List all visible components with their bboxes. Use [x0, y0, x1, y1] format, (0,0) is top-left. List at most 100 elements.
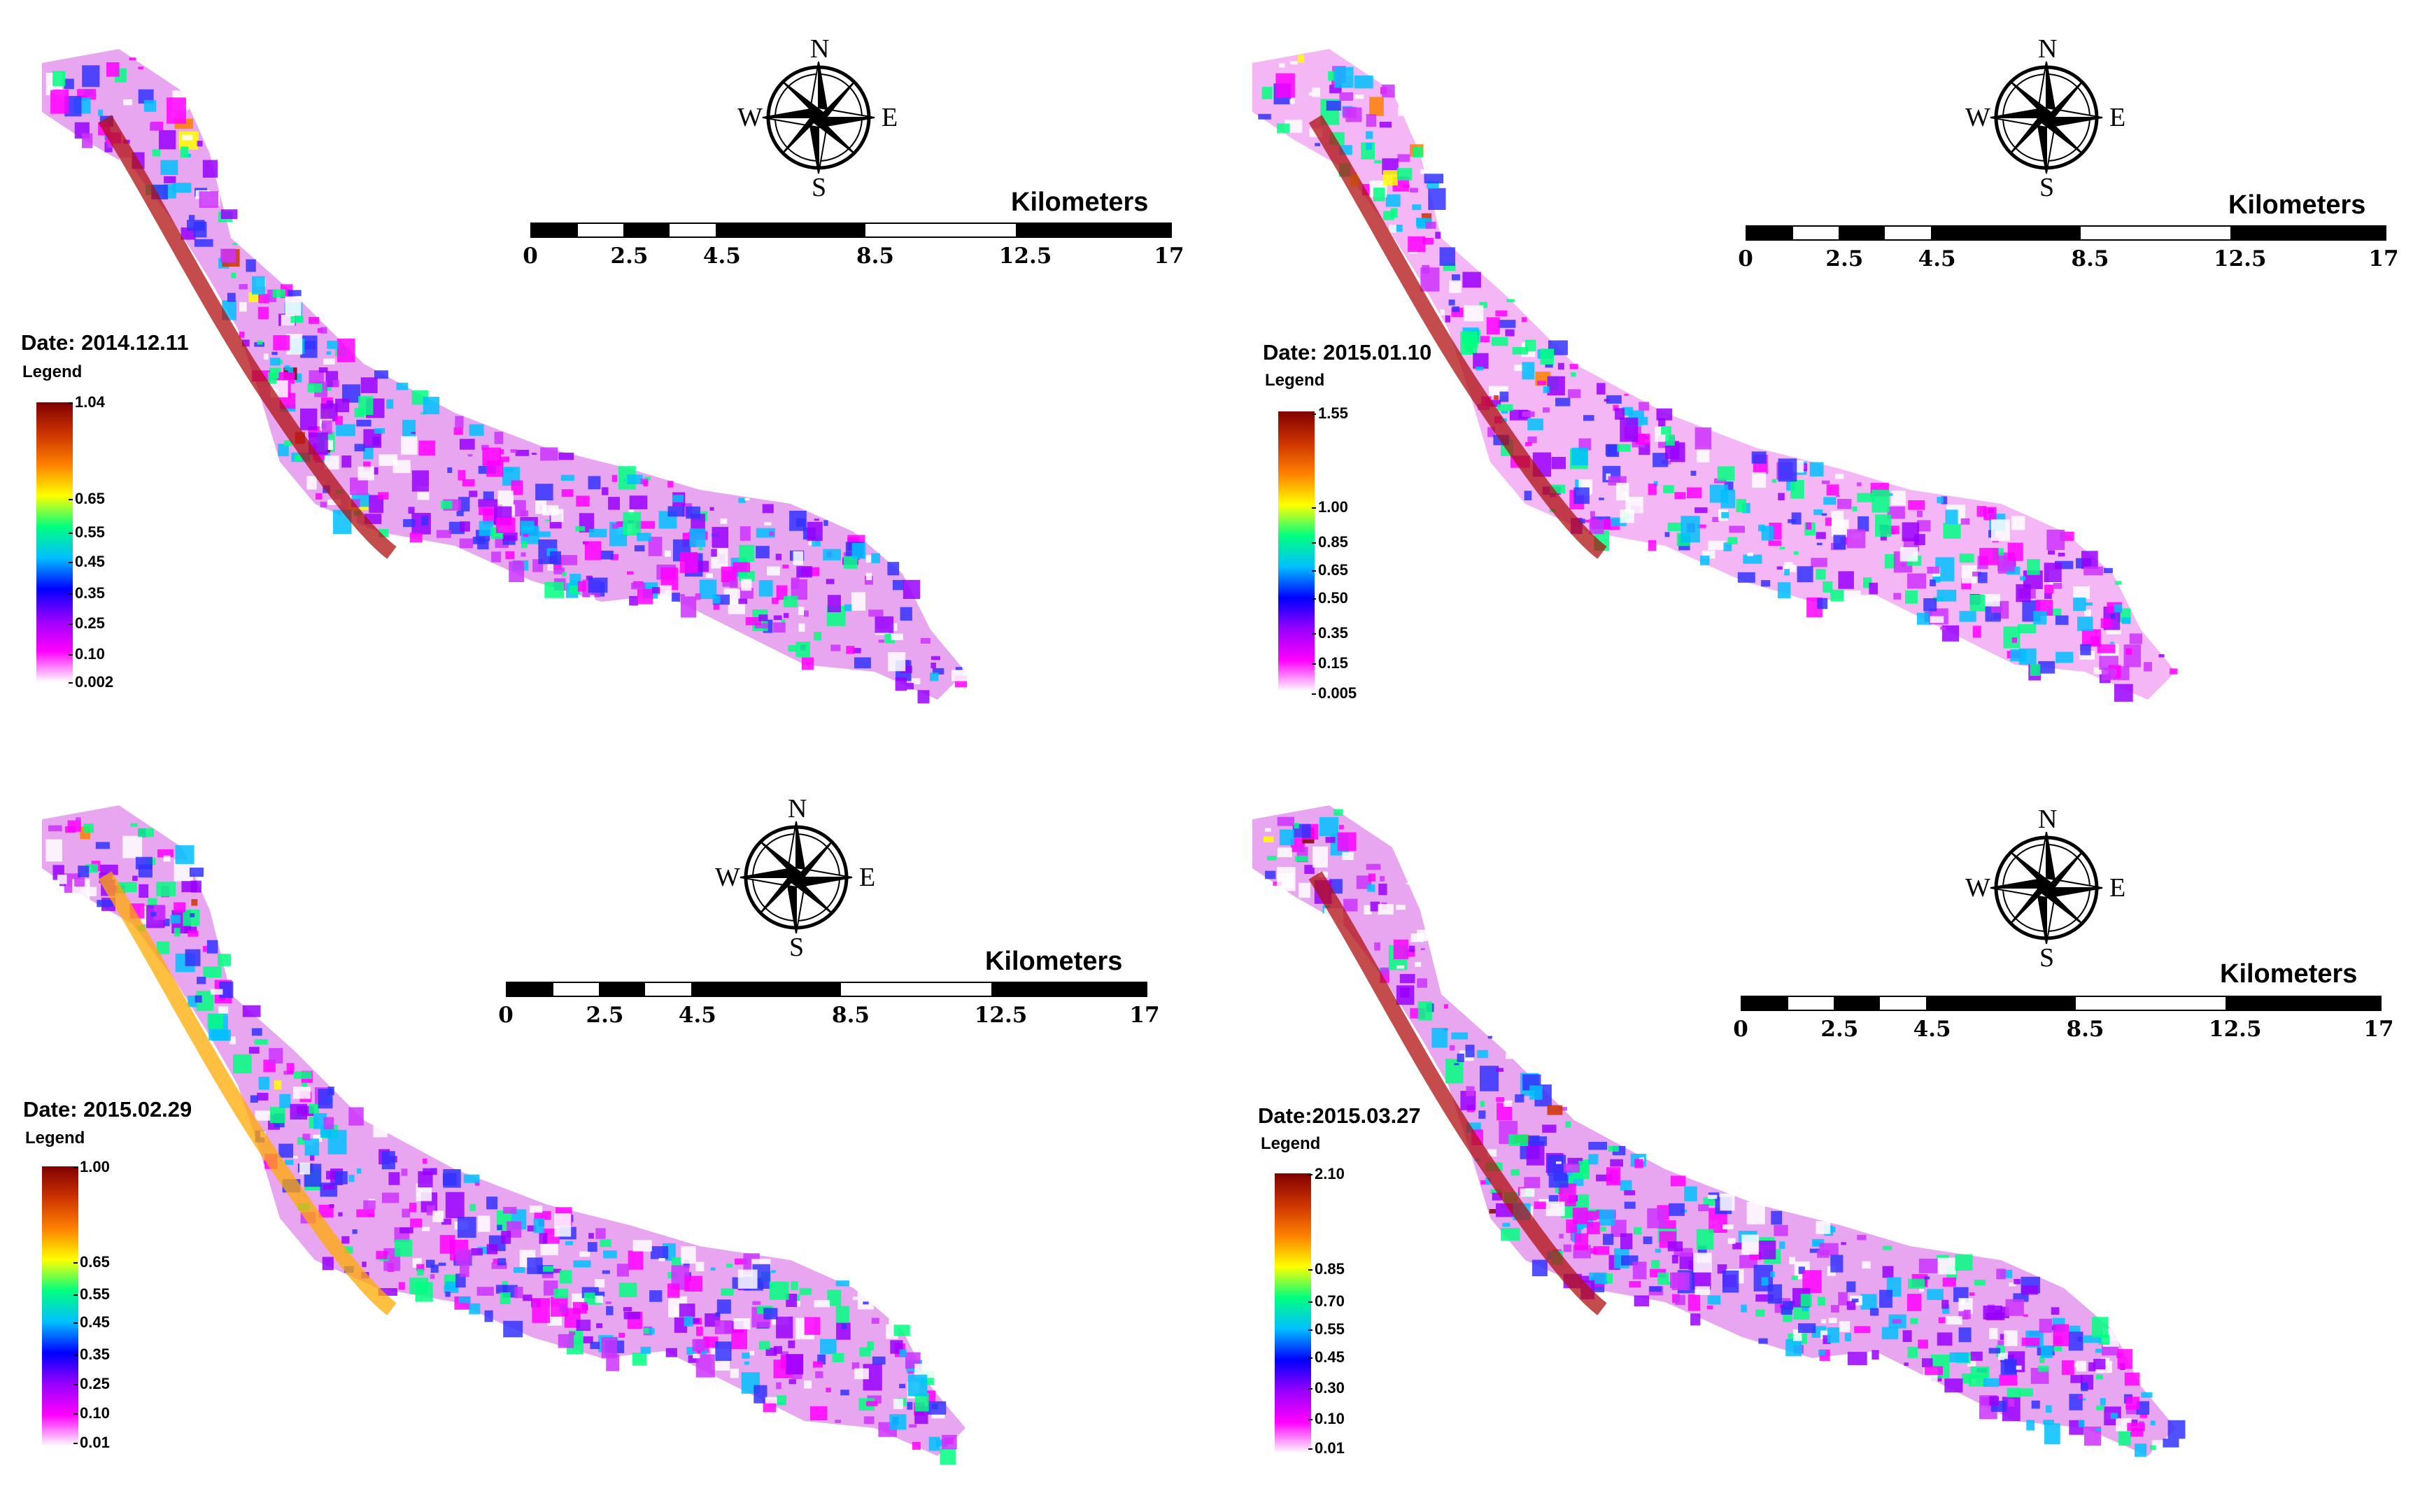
scale-unit-label: Kilometers	[2220, 959, 2358, 989]
scale-tick-1: 2.5	[586, 1003, 624, 1028]
high-value-ridge	[98, 115, 397, 559]
scale-segment	[1925, 997, 2076, 1010]
region-outline	[42, 49, 965, 700]
legend-title: Legend	[25, 1129, 85, 1147]
scale-segment	[991, 983, 1146, 996]
scale-unit-label: Kilometers	[985, 947, 1123, 976]
north-arrow-compass: N S W E	[1965, 34, 2125, 202]
raster-texture	[45, 57, 970, 704]
legend-tick-4: 0.35	[69, 584, 105, 602]
legend-title: Legend	[1261, 1134, 1321, 1153]
scale-segment	[1930, 227, 2081, 239]
region-outline	[42, 805, 965, 1456]
legend-tick-0: 1.04	[69, 393, 105, 411]
legend-tick-1: 1.00	[1312, 498, 1348, 516]
scale-tick-0: 0	[523, 243, 538, 269]
legend-tick-6: 0.10	[1308, 1410, 1345, 1428]
scale-unit-label: Kilometers	[2228, 190, 2366, 220]
scale-tick-5: 17	[2368, 246, 2399, 271]
scale-segment	[865, 224, 1017, 236]
legend-tick-6: 0.10	[69, 645, 105, 663]
scale-segment	[553, 983, 600, 996]
date-label: Date: 2015.01.10	[1263, 340, 1432, 365]
legend-tick-5: 0.25	[69, 614, 105, 633]
raster-texture	[45, 817, 957, 1465]
compass-rose-icon	[762, 61, 875, 174]
legend-color-ramp	[1278, 411, 1315, 691]
legend-tick-6: 0.10	[73, 1404, 110, 1422]
scale-tick-0: 0	[1738, 246, 1753, 271]
scale-tick-4: 12.5	[998, 243, 1052, 269]
high-value-ridge	[1308, 871, 1607, 1315]
scale-segment	[577, 224, 624, 236]
legend-tick-5: 0.25	[73, 1375, 110, 1393]
scale-tick-4: 12.5	[974, 1003, 1028, 1028]
scale-segment	[1742, 997, 1788, 1010]
scale-tick-2: 4.5	[1918, 246, 1956, 271]
scale-segment	[1884, 227, 1931, 239]
legend-tick-0: 1.55	[1312, 404, 1348, 423]
scale-segment	[841, 983, 992, 996]
scale-tick-2: 4.5	[678, 1003, 716, 1028]
high-value-ridge	[1308, 115, 1607, 559]
scale-tick-0: 0	[1733, 1017, 1748, 1042]
legend-tick-7: 0.002	[69, 673, 113, 691]
scale-segment	[2226, 997, 2380, 1010]
raster-texture	[1263, 809, 2186, 1460]
compass-north-label: N	[2038, 34, 2058, 64]
legend-tick-5: 0.30	[1308, 1379, 1345, 1397]
legend-tick-2: 0.85	[1312, 533, 1348, 551]
map-panel-2015-03-27: N S W E Kilometers Date:2015.03.27 Legend 2…	[1210, 756, 2420, 1512]
scale-tick-3: 8.5	[856, 243, 894, 269]
scale-tick-4: 12.5	[2214, 246, 2267, 271]
compass-south-label: S	[2039, 943, 2055, 973]
scale-segment	[670, 224, 716, 236]
scale-tick-5: 17	[1154, 243, 1184, 269]
scale-segment	[599, 983, 646, 996]
scale-tick-5: 17	[1129, 1003, 1160, 1028]
scale-unit-label: Kilometers	[1011, 188, 1149, 217]
legend-tick-4: 0.45	[1308, 1348, 1345, 1366]
legend-tick-0: 1.00	[73, 1158, 110, 1176]
north-arrow-compass: N S W E	[737, 34, 898, 202]
compass-west-label: W	[715, 863, 740, 892]
legend-tick-7: 0.005	[1312, 684, 1357, 702]
legend-color-ramp	[1275, 1173, 1311, 1453]
raster-texture	[1258, 55, 2178, 702]
scale-segment	[1788, 997, 1834, 1010]
scale-segment	[2080, 227, 2231, 239]
classified-map	[1252, 49, 2178, 702]
date-label: Date:2015.03.27	[1258, 1103, 1421, 1128]
compass-south-label: S	[812, 173, 827, 202]
legend-tick-1: 0.65	[73, 1253, 110, 1271]
legend-tick-3: 0.45	[69, 553, 105, 571]
scale-segment	[691, 983, 842, 996]
scale-bar	[1741, 996, 2382, 1011]
scale-segment	[715, 224, 866, 236]
scale-tick-2: 4.5	[1913, 1017, 1951, 1042]
scale-tick-5: 17	[2363, 1017, 2394, 1042]
scale-segment	[1879, 997, 1926, 1010]
compass-east-label: E	[859, 863, 876, 892]
compass-west-label: W	[1965, 873, 1990, 903]
legend-color-ramp	[42, 1166, 78, 1446]
scale-tick-2: 4.5	[702, 243, 741, 269]
legend-color-ramp	[36, 402, 73, 682]
scale-bar	[1746, 225, 2386, 241]
compass-rose-icon	[1990, 831, 2103, 945]
scale-segment	[1016, 224, 1170, 236]
legend-tick-1: 0.65	[69, 490, 105, 508]
legend-title: Legend	[22, 362, 83, 381]
scale-segment	[507, 983, 553, 996]
scale-segment	[1747, 227, 1793, 239]
legend-tick-4: 0.35	[73, 1345, 110, 1364]
scale-tick-1: 2.5	[1820, 1017, 1859, 1042]
compass-east-label: E	[2109, 873, 2126, 903]
legend-tick-3: 0.65	[1312, 561, 1348, 579]
scale-bar	[506, 982, 1147, 997]
date-label: Date: 2014.12.11	[21, 330, 189, 355]
north-arrow-compass: N S W E	[1965, 805, 2126, 973]
scale-tick-3: 8.5	[2066, 1017, 2104, 1042]
legend-tick-7: 0.01	[1308, 1439, 1345, 1457]
